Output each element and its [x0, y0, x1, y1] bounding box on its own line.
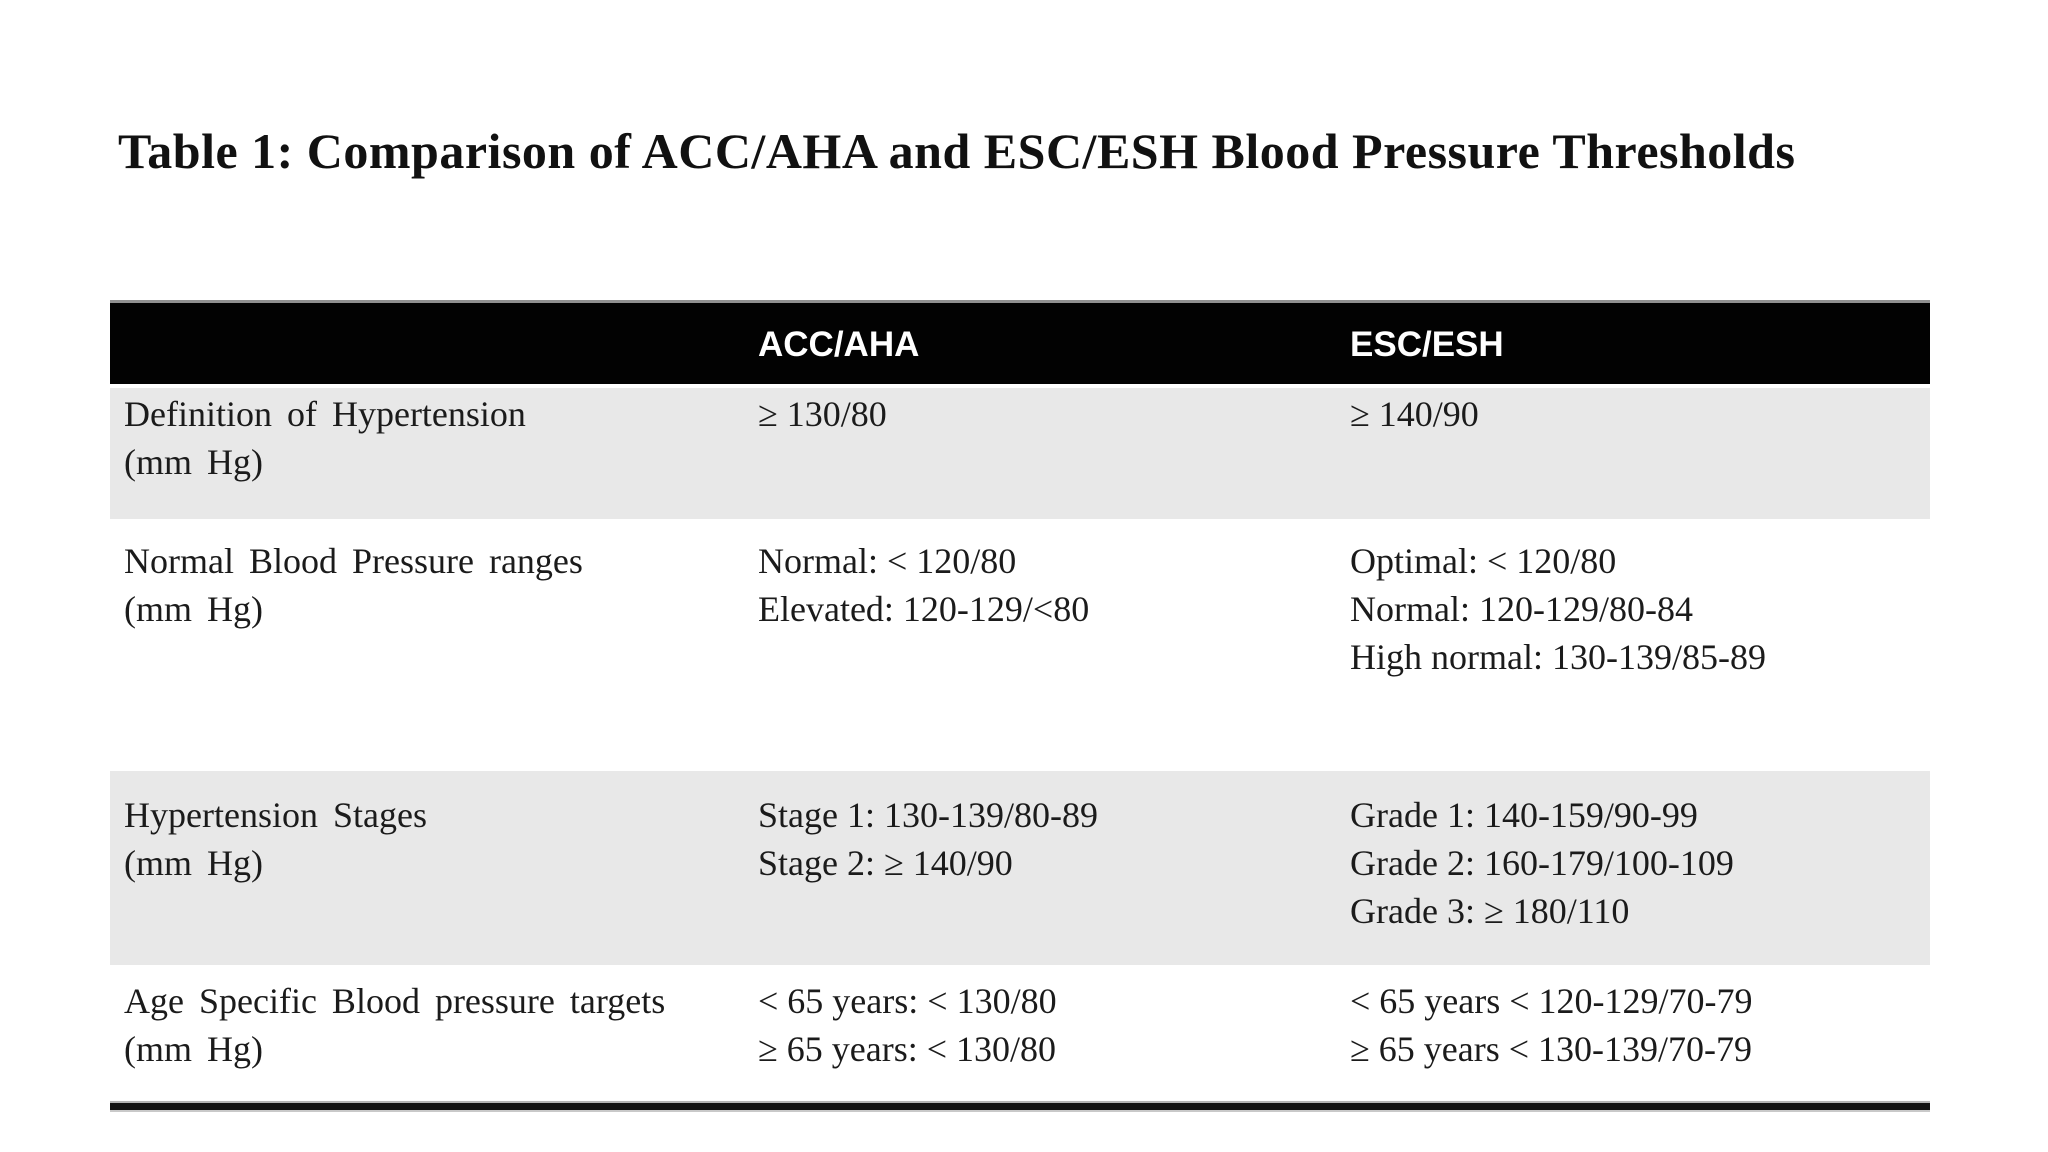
table-row-normal-ranges: Normal Blood Pressure ranges (mm Hg) Nor…	[110, 519, 1930, 771]
row-label-cell: Normal Blood Pressure ranges (mm Hg)	[110, 537, 750, 771]
esc-esh-cell: < 65 years < 120-129/70-79 ≥ 65 years < …	[1340, 977, 1930, 1101]
cell-line: Stage 1: 130-139/80-89	[758, 795, 1098, 835]
cell-line: Grade 3: ≥ 180/110	[1350, 891, 1630, 931]
cell-line: Normal: < 120/80	[758, 541, 1017, 581]
cell-line: Hypertension Stages	[124, 795, 427, 835]
table-row-age-targets: Age Specific Blood pressure targets (mm …	[110, 965, 1930, 1101]
acc-aha-cell: < 65 years: < 130/80 ≥ 65 years: < 130/8…	[750, 977, 1340, 1101]
row-label-cell: Definition of Hypertension (mm Hg)	[110, 390, 750, 519]
cell-line: Normal Blood Pressure ranges	[124, 541, 583, 581]
cell-line: < 65 years: < 130/80	[758, 981, 1057, 1021]
table-title: Table 1: Comparison of ACC/AHA and ESC/E…	[118, 123, 1796, 179]
table-row-stages: Hypertension Stages (mm Hg) Stage 1: 130…	[110, 771, 1930, 965]
cell-line: Stage 2: ≥ 140/90	[758, 843, 1013, 883]
header-cell-esc-esh: ESC/ESH	[1350, 325, 1504, 364]
row-label-cell: Hypertension Stages (mm Hg)	[110, 791, 750, 965]
table-bottom-rule	[110, 1101, 1930, 1112]
cell-line: Elevated: 120-129/<80	[758, 589, 1090, 629]
cell-line: (mm Hg)	[124, 442, 263, 482]
cell-line: Optimal: < 120/80	[1350, 541, 1617, 581]
cell-line: (mm Hg)	[124, 589, 263, 629]
row-label-cell: Age Specific Blood pressure targets (mm …	[110, 977, 750, 1101]
table-header-row: ACC/AHA ESC/ESH	[110, 300, 1930, 384]
cell-line: ≥ 65 years: < 130/80	[758, 1029, 1057, 1069]
esc-esh-cell: ≥ 140/90	[1340, 390, 1930, 519]
cell-line: Normal: 120-129/80-84	[1350, 589, 1693, 629]
acc-aha-cell: Stage 1: 130-139/80-89 Stage 2: ≥ 140/90	[750, 791, 1340, 965]
cell-line: ≥ 65 years < 130-139/70-79	[1350, 1029, 1752, 1069]
cell-line: Grade 2: 160-179/100-109	[1350, 843, 1734, 883]
esc-esh-cell: Grade 1: 140-159/90-99 Grade 2: 160-179/…	[1340, 791, 1930, 965]
cell-line: Age Specific Blood pressure targets	[124, 981, 666, 1021]
cell-line: High normal: 130-139/85-89	[1350, 637, 1766, 677]
cell-line: < 65 years < 120-129/70-79	[1350, 981, 1753, 1021]
table-row-definition: Definition of Hypertension (mm Hg) ≥ 130…	[110, 388, 1930, 519]
cell-line: Grade 1: 140-159/90-99	[1350, 795, 1698, 835]
acc-aha-cell: ≥ 130/80	[750, 390, 1340, 519]
esc-esh-cell: Optimal: < 120/80 Normal: 120-129/80-84 …	[1340, 537, 1930, 771]
cell-line: Definition of Hypertension	[124, 394, 526, 434]
bp-comparison-table: ACC/AHA ESC/ESH Definition of Hypertensi…	[110, 300, 1930, 1112]
acc-aha-cell: Normal: < 120/80 Elevated: 120-129/<80	[750, 537, 1340, 771]
header-cell-acc-aha: ACC/AHA	[758, 325, 920, 364]
cell-line: (mm Hg)	[124, 1029, 263, 1069]
cell-line: ≥ 130/80	[758, 394, 887, 434]
cell-line: (mm Hg)	[124, 843, 263, 883]
cell-line: ≥ 140/90	[1350, 394, 1479, 434]
